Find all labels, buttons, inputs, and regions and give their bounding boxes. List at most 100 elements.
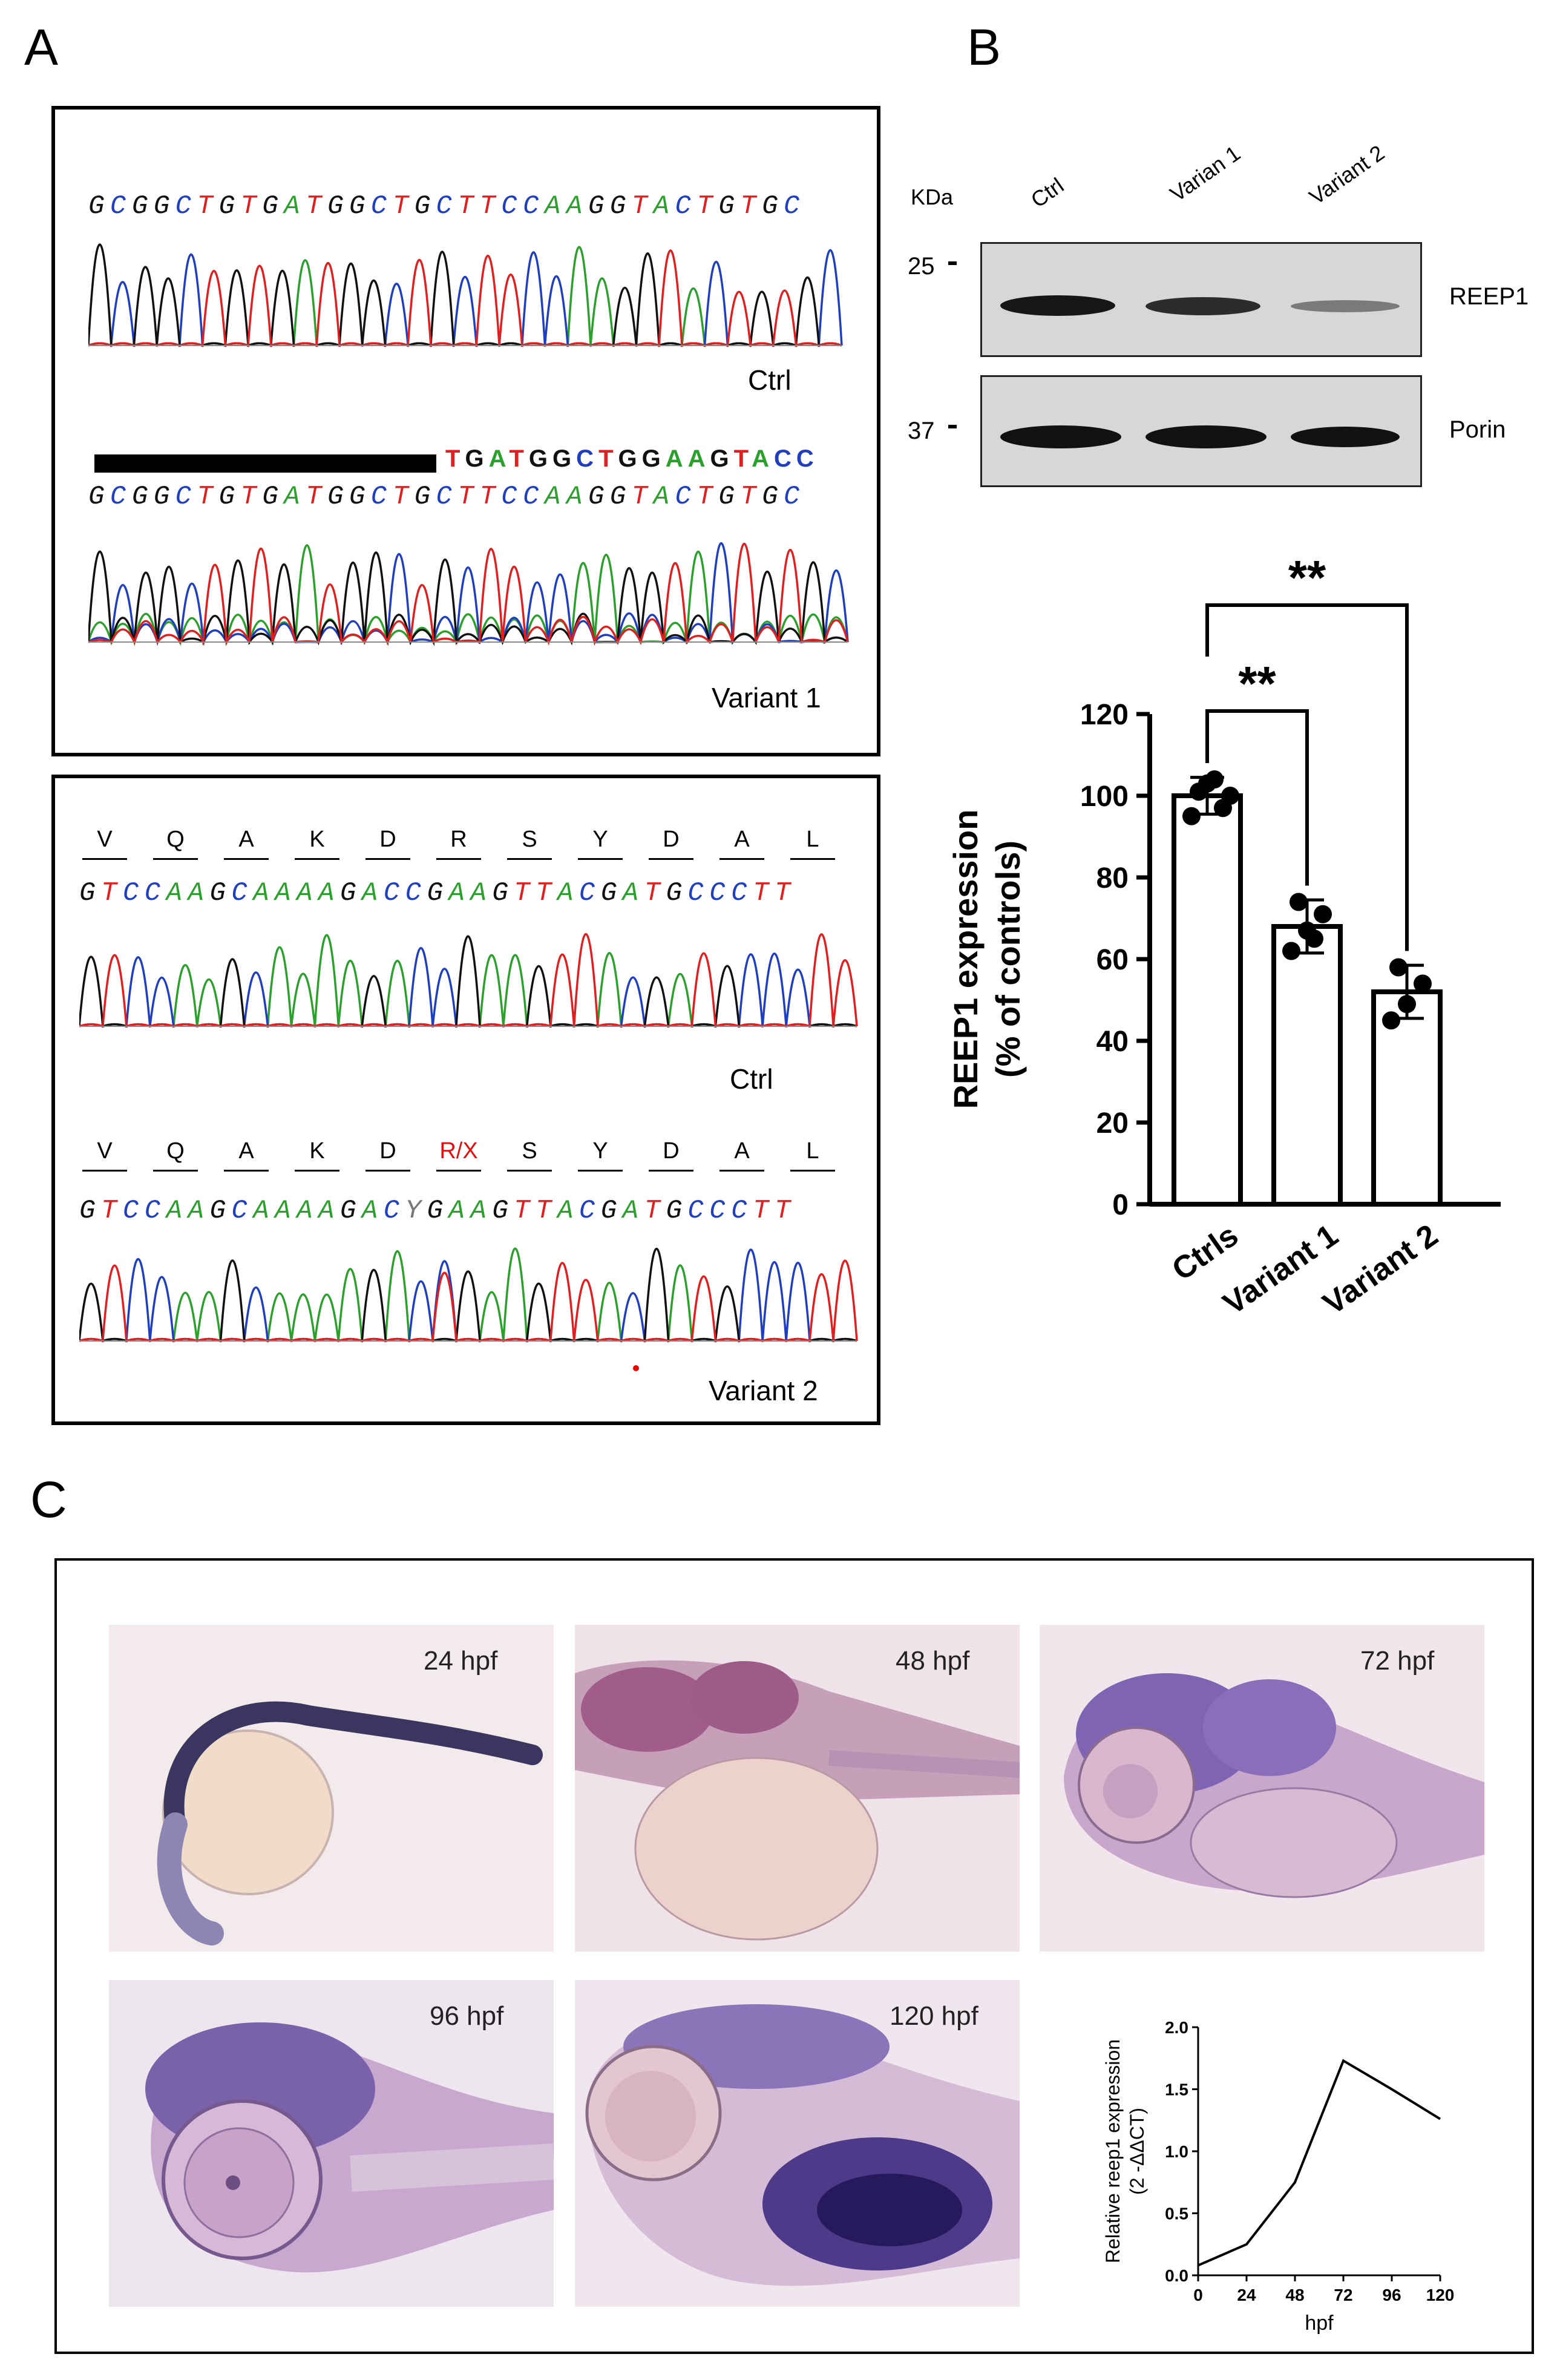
- embryo-drawing-120hpf: [585, 2004, 1020, 2286]
- nucleotide: G: [131, 482, 154, 512]
- embryo-drawing-48hpf: [575, 1660, 1020, 1941]
- x-axis-label: hpf: [1305, 2312, 1334, 2335]
- nucleotide: T: [644, 1196, 666, 1226]
- codon-bar: [224, 858, 269, 860]
- nucleotide: A: [665, 445, 688, 472]
- marker-25-tick: [948, 261, 957, 265]
- nucleotide: T: [445, 445, 465, 472]
- nucleotide: G: [641, 445, 666, 472]
- nucleotide: C: [383, 1196, 405, 1226]
- nucleotide: C: [122, 878, 145, 908]
- nucleotide: C: [436, 191, 458, 221]
- nucleotide: G: [327, 482, 349, 512]
- nucleotide: A: [275, 1196, 297, 1226]
- codon-bar: [365, 858, 410, 860]
- x-tick-label: Ctrls: [1166, 1218, 1245, 1287]
- x-tick-label: 48: [1285, 2286, 1304, 2304]
- stage-label-96hpf: 96 hpf: [430, 2001, 504, 2031]
- y-tick-label: 0.0: [1165, 2266, 1188, 2285]
- nucleotide: A: [253, 878, 275, 908]
- kda-label: KDa: [911, 185, 954, 209]
- nucleotide: T: [696, 191, 719, 221]
- reep1-blot: [980, 242, 1422, 357]
- nucleotide: G: [609, 191, 632, 221]
- y-axis-label-line2: (% of controls): [989, 841, 1027, 1078]
- nucleotide: A: [284, 482, 306, 512]
- nucleotide: G: [218, 482, 241, 512]
- codon-bar: [790, 1170, 835, 1172]
- nucleotide: A: [166, 878, 188, 908]
- nucleotide: C: [405, 878, 427, 908]
- nucleotide: C: [370, 482, 393, 512]
- panel-a-top-box: GCGGCTGTGATGGCTGCTTCCAAGGTACTGTGC Ctrl T…: [51, 106, 880, 756]
- nucleotide: C: [122, 1196, 145, 1226]
- data-point: [1398, 995, 1416, 1014]
- stage-label-48hpf: 48 hpf: [896, 1646, 970, 1676]
- data-point: [1182, 807, 1201, 825]
- marker-37: 37: [908, 418, 935, 444]
- codon-bar: [578, 1170, 623, 1172]
- nucleotide: G: [349, 191, 371, 221]
- nucleotide: T: [479, 482, 502, 512]
- nucleotide: G: [552, 445, 577, 472]
- nucleotide: T: [457, 191, 480, 221]
- nucleotide: G: [718, 191, 741, 221]
- porin-band-ctrl: [1000, 425, 1121, 448]
- nucleotide: G: [414, 482, 436, 512]
- data-point: [1282, 942, 1300, 960]
- nucleotide: G: [79, 878, 101, 908]
- y-tick-label: 0.5: [1165, 2205, 1188, 2223]
- nucleotide: G: [349, 482, 371, 512]
- ctrl-seq-text: GCGGCTGTGATGGCTGCTTCCAAGGTACTGTGC: [88, 191, 805, 221]
- nucleotide: T: [631, 191, 654, 221]
- amino-acid-label: Q: [166, 827, 185, 852]
- nucleotide: C: [784, 191, 805, 221]
- nucleotide: T: [240, 482, 263, 512]
- nucleotide: T: [479, 191, 502, 221]
- nucleotide: G: [609, 482, 632, 512]
- data-point: [1290, 893, 1308, 911]
- codon-bar: [507, 1170, 552, 1172]
- y-axis-label-line2: (2 -ΔΔCT): [1126, 2108, 1148, 2195]
- nucleotide: T: [392, 191, 415, 221]
- nucleotide: A: [566, 191, 588, 221]
- marker-25: 25: [908, 253, 935, 280]
- nucleotide: C: [175, 482, 197, 512]
- nucleotide: T: [197, 191, 219, 221]
- x-tick-label: 72: [1334, 2286, 1352, 2304]
- nucleotide: G: [414, 191, 436, 221]
- nucleotide: G: [600, 878, 623, 908]
- nucleotide: A: [253, 1196, 275, 1226]
- x-tick-label: 120: [1426, 2286, 1455, 2304]
- marker-37-tick: [948, 425, 957, 428]
- chromatogram-trace-T: [88, 542, 849, 646]
- amino-acid-label: Y: [592, 827, 608, 852]
- nucleotide: G: [492, 1196, 514, 1226]
- y-axis-label-line1: Relative reep1 expression: [1102, 2039, 1124, 2263]
- nucleotide: C: [175, 191, 197, 221]
- y-tick-label: 1.0: [1165, 2142, 1188, 2161]
- codon-bar: [719, 858, 764, 860]
- nucleotide: C: [709, 878, 732, 908]
- ctrl-chromatogram-1: [88, 243, 843, 347]
- nucleotide: G: [262, 482, 284, 512]
- nucleotide: C: [578, 1196, 601, 1226]
- nucleotide: T: [775, 1196, 796, 1226]
- nucleotide: A: [557, 878, 579, 908]
- nucleotide: G: [666, 878, 688, 908]
- codon-bar: [224, 1170, 269, 1172]
- amino-acid-label: D: [379, 1138, 396, 1164]
- nucleotide: A: [557, 1196, 579, 1226]
- expression-line: [1198, 2059, 1441, 2267]
- embryo-image-72hpf: 72 hpf: [1040, 1625, 1484, 1952]
- variant2-chromatogram: [79, 1247, 858, 1343]
- nucleotide: G: [427, 1196, 449, 1226]
- bar-ctrls: [1172, 793, 1243, 1207]
- nucleotide: C: [383, 878, 405, 908]
- nucleotide: T: [240, 191, 263, 221]
- nucleotide: A: [653, 482, 675, 512]
- codon-bar: [436, 1170, 481, 1172]
- codon-bar: [436, 858, 481, 860]
- y-tick-label: 120: [1080, 699, 1129, 731]
- nucleotide: T: [598, 445, 618, 472]
